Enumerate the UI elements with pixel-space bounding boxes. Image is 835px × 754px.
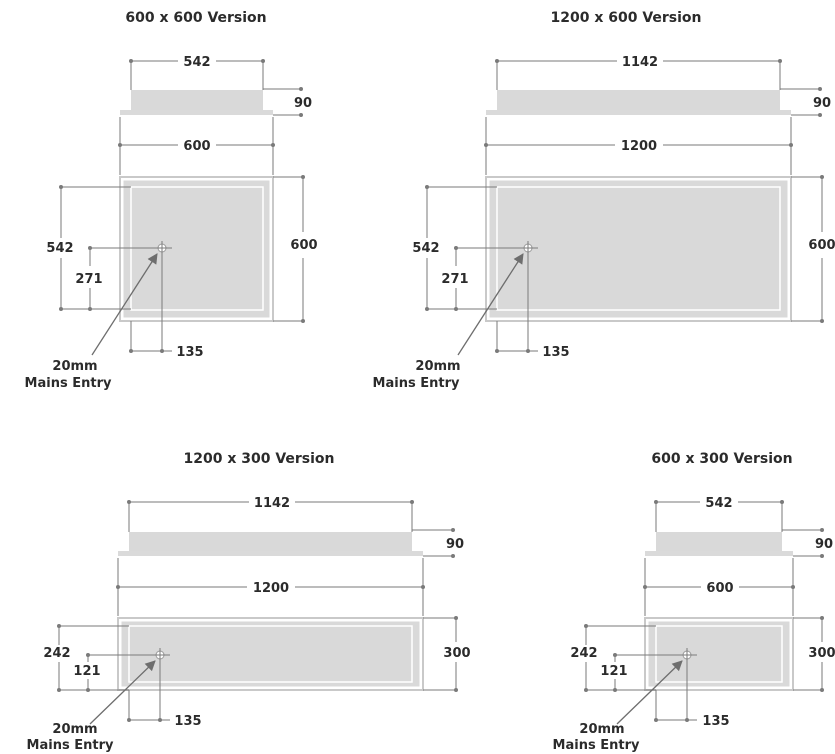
depth-dimension: 90	[782, 528, 833, 558]
mains-entry-marker	[521, 241, 538, 255]
panel-width-dimension: 1200	[116, 558, 425, 616]
inner-height-label: 542	[46, 241, 73, 256]
panel-height-dimension: 600	[791, 175, 835, 323]
rim	[120, 110, 273, 115]
entry-label-text: Mains Entry	[25, 376, 112, 391]
panel-height-label: 600	[290, 238, 317, 253]
entry-x-label: 135	[174, 714, 201, 729]
panel-width-label: 600	[183, 139, 210, 154]
depth-label: 90	[813, 96, 831, 111]
inner-height-dimension: 242	[43, 624, 129, 692]
rim	[118, 551, 423, 556]
entry-pointer-arrow	[89, 660, 156, 725]
inner-height-dimension: 542	[46, 185, 131, 311]
panel-height-label: 300	[443, 646, 470, 661]
entry-y-label: 121	[600, 664, 627, 679]
top-plate	[656, 532, 782, 551]
panel-height-label: 600	[808, 238, 835, 253]
inner-height-dimension: 542	[412, 185, 497, 311]
depth-label: 90	[815, 537, 833, 552]
diagram-1200x300: 1200 x 300 Version 1142 90 1200	[27, 451, 471, 753]
panel-width-dimension: 600	[118, 117, 275, 175]
top-plate	[131, 90, 263, 110]
entry-label-size: 20mm	[579, 722, 624, 737]
entry-y-dimension: 121	[600, 653, 687, 692]
entry-pointer-arrow	[91, 253, 158, 356]
panel-height-dimension: 300	[423, 616, 471, 692]
entry-x-dimension: 135	[129, 255, 204, 360]
depth-dimension: 90	[263, 87, 312, 117]
top-width-label: 542	[705, 496, 732, 511]
panel-width-label: 1200	[253, 581, 289, 596]
panel-height-dimension: 600	[273, 175, 318, 323]
inner-height-dimension: 242	[570, 624, 656, 692]
entry-label-text: Mains Entry	[553, 738, 640, 753]
top-width-label: 542	[183, 55, 210, 70]
panel-inner	[496, 186, 781, 311]
diagram-title: 1200 x 300 Version	[183, 451, 334, 467]
mains-entry-marker	[153, 648, 170, 662]
top-width-dimension: 542	[129, 55, 265, 90]
entry-label-size: 20mm	[52, 359, 97, 374]
entry-label-text: Mains Entry	[27, 738, 114, 753]
mains-entry-marker	[680, 648, 697, 662]
diagram-title: 600 x 600 Version	[125, 10, 266, 26]
diagram-title: 1200 x 600 Version	[550, 10, 701, 26]
diagram-600x600: 600 x 600 Version 542 90	[25, 10, 318, 391]
entry-x-label: 135	[176, 345, 203, 360]
diagram-1200x600: 1200 x 600 Version 1142 90 1200	[373, 10, 835, 391]
entry-x-dimension: 135	[127, 662, 202, 729]
panel-inner	[128, 625, 413, 683]
inner-height-label: 242	[43, 646, 70, 661]
panel-inner	[655, 625, 783, 683]
rim	[486, 110, 791, 115]
panel-width-dimension: 1200	[484, 117, 793, 175]
panel-width-label: 600	[706, 581, 733, 596]
inner-height-label: 242	[570, 646, 597, 661]
inner-height-label: 542	[412, 241, 439, 256]
top-plate	[129, 532, 412, 551]
entry-y-dimension: 121	[73, 653, 160, 692]
entry-label-text: Mains Entry	[373, 376, 460, 391]
top-width-label: 1142	[622, 55, 658, 70]
entry-pointer-arrow	[457, 253, 524, 356]
rim	[645, 551, 793, 556]
depth-dimension: 90	[780, 87, 831, 117]
panel-height-dimension: 300	[793, 616, 835, 692]
entry-y-label: 121	[73, 664, 100, 679]
top-width-label: 1142	[254, 496, 290, 511]
entry-x-label: 135	[542, 345, 569, 360]
panel-width-dimension: 600	[643, 558, 795, 616]
top-width-dimension: 1142	[127, 496, 414, 532]
diagram-600x300: 600 x 300 Version 542 90 600	[553, 451, 835, 753]
entry-x-dimension: 135	[654, 662, 730, 729]
entry-y-label: 271	[75, 272, 102, 287]
depth-label: 90	[446, 537, 464, 552]
entry-label-size: 20mm	[415, 359, 460, 374]
depth-dimension: 90	[412, 528, 464, 558]
diagram-title: 600 x 300 Version	[651, 451, 792, 467]
top-width-dimension: 1142	[495, 55, 782, 90]
top-plate	[497, 90, 780, 110]
entry-y-dimension: 271	[75, 246, 162, 311]
entry-x-label: 135	[702, 714, 729, 729]
entry-y-label: 271	[441, 272, 468, 287]
panel-height-label: 300	[808, 646, 835, 661]
entry-x-dimension: 135	[495, 255, 570, 360]
mains-entry-marker	[155, 241, 172, 255]
entry-pointer-arrow	[616, 660, 683, 725]
depth-label: 90	[294, 96, 312, 111]
panel-width-label: 1200	[621, 139, 657, 154]
entry-y-dimension: 271	[441, 246, 528, 311]
top-width-dimension: 542	[654, 496, 784, 532]
entry-label-size: 20mm	[52, 722, 97, 737]
